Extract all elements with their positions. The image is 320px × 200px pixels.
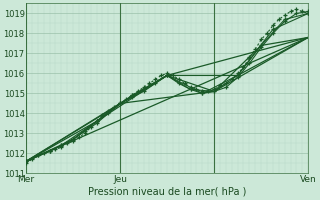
X-axis label: Pression niveau de la mer( hPa ): Pression niveau de la mer( hPa ) [88,187,246,197]
